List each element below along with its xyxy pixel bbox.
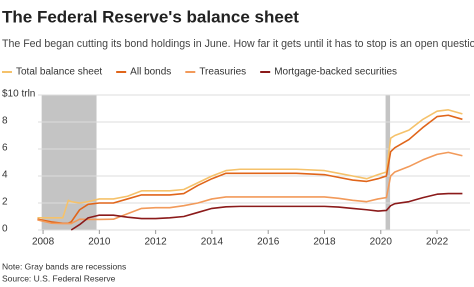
x-tick-label: 2016: [257, 237, 280, 248]
series-line: [37, 114, 463, 225]
chart-subtitle: The Fed began cutting its bond holdings …: [2, 38, 474, 50]
x-tick-label: 2010: [88, 237, 111, 248]
y-tick-label: 4: [2, 170, 8, 181]
x-tick-label: 2014: [201, 237, 224, 248]
y-tick-label: 0: [2, 224, 8, 235]
legend-label: All bonds: [130, 67, 171, 78]
y-tick-label: 8: [2, 116, 8, 127]
x-tick-label: 2008: [32, 237, 55, 248]
x-tick-label: 2022: [426, 237, 449, 248]
x-tick-label: 2018: [313, 237, 336, 248]
chart-title: The Federal Reserve's balance sheet: [2, 7, 299, 26]
x-tick-label: 2012: [145, 237, 168, 248]
legend-label: Total balance sheet: [16, 67, 102, 78]
series-line: [70, 192, 463, 231]
series-line: [37, 151, 463, 225]
note: Note: Gray bands are recessions: [2, 261, 126, 271]
legend-label: Mortgage-backed securities: [274, 67, 397, 78]
y-tick-label: 2: [2, 197, 8, 208]
recession-band: [41, 95, 97, 230]
legend-label: Treasuries: [199, 67, 246, 78]
source: Source: U.S. Federal Reserve: [2, 273, 116, 283]
y-tick-label: 6: [2, 143, 8, 154]
series-line: [37, 109, 463, 219]
y-tick-label: $10 trln: [2, 89, 35, 100]
x-tick-label: 2020: [370, 237, 393, 248]
